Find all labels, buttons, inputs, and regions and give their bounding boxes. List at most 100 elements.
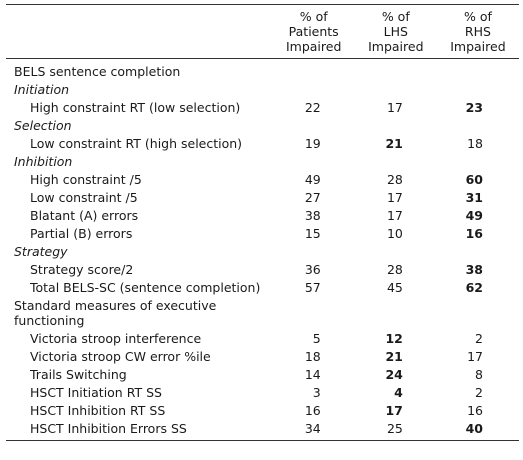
table-row: BELS sentence completion (6, 59, 519, 81)
cell-rhs: 60 (465, 172, 483, 187)
cell-rhs (437, 297, 519, 330)
table-row: Victoria stroop interference 5 12 2 (6, 330, 519, 348)
row-label: Trails Switching (30, 367, 127, 382)
row-label: Low constraint /5 (30, 190, 138, 205)
cell-lhs: 21 (385, 136, 403, 151)
table-header: % of Patients Impaired % of LHS Impaired… (6, 4, 519, 59)
section-heading: BELS sentence completion (14, 64, 181, 79)
row-label: High constraint RT (low selection) (30, 100, 241, 115)
row-label: Victoria stroop interference (30, 331, 202, 346)
row-label: Low constraint RT (high selection) (30, 136, 243, 151)
table-row: Trails Switching 14 24 8 (6, 366, 519, 384)
table-row: HSCT Inhibition RT SS 16 17 16 (6, 402, 519, 420)
row-label: Victoria stroop CW error %ile (30, 349, 211, 364)
cell-patients (273, 297, 355, 330)
cell-lhs: 17 (386, 190, 403, 205)
header-line: % of (381, 9, 410, 24)
header-line: Impaired (368, 39, 424, 54)
cell-rhs: 17 (467, 349, 483, 364)
cell-patients: 16 (304, 403, 321, 418)
group-heading: Strategy (14, 244, 68, 259)
cell-lhs: 25 (386, 421, 403, 436)
table-row: Total BELS-SC (sentence completion) 57 45 6… (6, 279, 519, 297)
table-row: HSCT Initiation RT SS 3 4 2 (6, 384, 519, 402)
cell-lhs (355, 297, 437, 330)
cell-patients: 27 (304, 190, 321, 205)
cell-patients (273, 59, 355, 81)
cell-rhs (437, 243, 519, 261)
cell-patients (273, 153, 355, 171)
table-row: Selection (6, 117, 519, 135)
cell-lhs: 28 (386, 172, 403, 187)
cell-rhs (437, 153, 519, 171)
row-label: High constraint /5 (30, 172, 142, 187)
cell-patients: 57 (304, 280, 321, 295)
cell-lhs (355, 81, 437, 99)
cell-rhs: 62 (465, 280, 483, 295)
table-row: Standard measures of executive functioni… (6, 297, 519, 330)
header-rhs-impaired: % of RHS Impaired (436, 4, 519, 59)
cell-lhs (355, 59, 437, 81)
row-label: Strategy score/2 (30, 262, 134, 277)
cell-patients: 3 (312, 385, 321, 400)
group-heading: Initiation (14, 82, 70, 97)
cell-lhs: 28 (386, 262, 403, 277)
cell-lhs: 17 (386, 208, 403, 223)
cell-lhs: 4 (394, 385, 403, 400)
table-row: Low constraint RT (high selection) 19 21 18 (6, 135, 519, 153)
group-heading: Inhibition (14, 154, 73, 169)
cell-patients: 22 (304, 100, 321, 115)
table-row: Partial (B) errors 15 10 16 (6, 225, 519, 243)
cell-patients (273, 81, 355, 99)
header-label-cell (6, 4, 273, 59)
cell-patients: 36 (304, 262, 321, 277)
row-label: Partial (B) errors (30, 226, 133, 241)
table-row: Initiation (6, 81, 519, 99)
impairment-table: % of Patients Impaired % of LHS Impaired… (6, 4, 519, 441)
header-line: Patients (288, 24, 339, 39)
cell-rhs (437, 117, 519, 135)
cell-rhs: 49 (465, 208, 483, 223)
table-row: Blatant (A) errors 38 17 49 (6, 207, 519, 225)
cell-lhs: 24 (385, 367, 403, 382)
cell-patients: 5 (312, 331, 321, 346)
cell-patients (273, 243, 355, 261)
section-heading: Standard measures of executive functioni… (14, 298, 217, 328)
row-label: HSCT Inhibition Errors SS (30, 421, 187, 436)
cell-patients: 15 (304, 226, 321, 241)
table-row: High constraint RT (low selection) 22 17 23 (6, 99, 519, 117)
cell-lhs: 21 (385, 349, 403, 364)
cell-rhs (437, 59, 519, 81)
cell-rhs: 38 (465, 262, 483, 277)
header-line: RHS (464, 24, 491, 39)
cell-lhs (355, 117, 437, 135)
table-row: Strategy score/2 36 28 38 (6, 261, 519, 279)
cell-patients: 34 (304, 421, 321, 436)
cell-rhs: 40 (465, 421, 483, 436)
cell-lhs (355, 153, 437, 171)
table-row: Strategy (6, 243, 519, 261)
row-label: Blatant (A) errors (30, 208, 139, 223)
header-line: LHS (383, 24, 408, 39)
row-label: HSCT Inhibition RT SS (30, 403, 166, 418)
cell-lhs: 12 (385, 331, 403, 346)
table-row: Inhibition (6, 153, 519, 171)
cell-lhs: 45 (386, 280, 403, 295)
header-line: % of (299, 9, 328, 24)
cell-patients: 19 (304, 136, 321, 151)
cell-rhs: 16 (467, 403, 483, 418)
cell-lhs (355, 243, 437, 261)
cell-lhs: 17 (386, 100, 403, 115)
header-lhs-impaired: % of LHS Impaired (354, 4, 437, 59)
cell-rhs: 2 (475, 331, 483, 346)
table-body: BELS sentence completion Initiation High c… (6, 59, 519, 441)
cell-rhs: 16 (465, 226, 483, 241)
cell-rhs: 8 (475, 367, 483, 382)
table-row: Victoria stroop CW error %ile 18 21 17 (6, 348, 519, 366)
cell-patients: 38 (304, 208, 321, 223)
cell-rhs: 23 (465, 100, 483, 115)
row-label: Total BELS-SC (sentence completion) (30, 280, 261, 295)
header-line: Impaired (285, 39, 342, 54)
row-label: HSCT Initiation RT SS (30, 385, 162, 400)
